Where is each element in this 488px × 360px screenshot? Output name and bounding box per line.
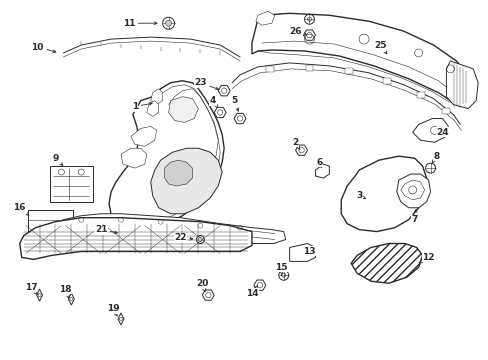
Text: 15: 15 (275, 263, 287, 275)
Polygon shape (289, 243, 315, 261)
Polygon shape (49, 214, 285, 243)
Text: 1: 1 (131, 102, 152, 111)
Text: 10: 10 (31, 42, 56, 53)
Text: 26: 26 (289, 27, 306, 36)
Polygon shape (20, 218, 251, 260)
Polygon shape (345, 68, 352, 74)
Text: 19: 19 (106, 305, 119, 316)
Polygon shape (416, 92, 424, 98)
Text: 24: 24 (435, 128, 448, 137)
Text: 9: 9 (52, 154, 62, 166)
Polygon shape (305, 65, 313, 71)
Polygon shape (164, 160, 192, 186)
Polygon shape (315, 164, 328, 178)
Text: 11: 11 (122, 19, 157, 28)
Polygon shape (109, 81, 224, 230)
Polygon shape (251, 13, 473, 107)
Polygon shape (303, 30, 315, 40)
Polygon shape (131, 126, 156, 146)
Polygon shape (150, 148, 222, 214)
Polygon shape (234, 113, 245, 123)
Polygon shape (265, 66, 273, 72)
Text: 17: 17 (25, 283, 38, 294)
Polygon shape (28, 210, 73, 231)
Polygon shape (382, 78, 390, 84)
Polygon shape (341, 156, 426, 231)
Polygon shape (202, 290, 214, 300)
Circle shape (165, 20, 171, 26)
Text: 5: 5 (230, 96, 238, 111)
Text: 7: 7 (410, 210, 417, 224)
Text: 4: 4 (209, 96, 218, 108)
Text: 3: 3 (355, 192, 365, 201)
Text: 20: 20 (196, 279, 208, 292)
Polygon shape (150, 89, 163, 105)
Text: 12: 12 (418, 253, 434, 263)
Polygon shape (68, 293, 74, 305)
Text: 23: 23 (194, 78, 218, 90)
Polygon shape (350, 243, 422, 283)
Polygon shape (442, 108, 449, 113)
Polygon shape (446, 61, 477, 109)
Polygon shape (253, 280, 265, 290)
Polygon shape (121, 148, 146, 168)
Polygon shape (218, 86, 230, 96)
Polygon shape (295, 145, 307, 156)
Polygon shape (118, 313, 123, 325)
Text: 8: 8 (431, 152, 439, 163)
Polygon shape (412, 118, 447, 142)
Polygon shape (49, 166, 93, 202)
Polygon shape (255, 11, 274, 25)
Text: 6: 6 (316, 158, 322, 167)
Polygon shape (146, 100, 158, 117)
Polygon shape (396, 174, 429, 208)
Text: 2: 2 (292, 138, 300, 150)
Text: 18: 18 (59, 285, 72, 298)
Polygon shape (214, 107, 225, 118)
Text: 25: 25 (374, 41, 386, 54)
Text: 16: 16 (14, 203, 29, 215)
Polygon shape (37, 289, 42, 301)
Text: 22: 22 (174, 233, 192, 242)
Text: 14: 14 (245, 286, 258, 298)
Text: 21: 21 (95, 225, 117, 234)
Polygon shape (168, 96, 198, 122)
Text: 13: 13 (303, 247, 315, 256)
